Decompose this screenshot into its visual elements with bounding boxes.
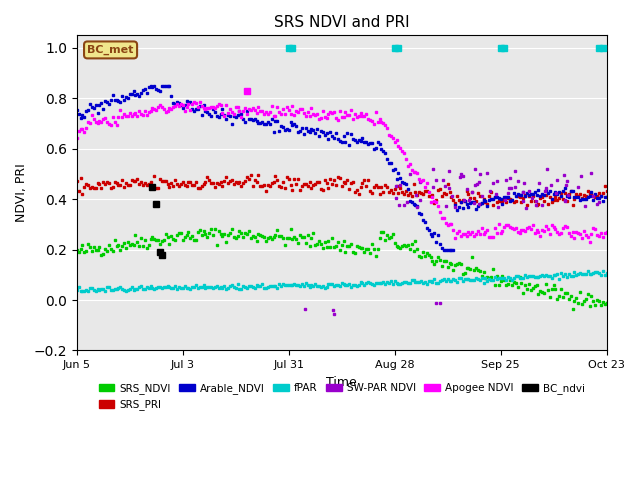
fPAR (223, 286, 230, 292)
Apogee NDVI (540, 228, 548, 234)
Arable_NDVI (605, 194, 612, 200)
Apogee NDVI (380, 120, 387, 126)
SRS_NDVI (73, 247, 81, 253)
BC_ndvi (148, 184, 156, 190)
SW-PAR NDVI (508, 185, 515, 191)
SRS_NDVI (211, 226, 219, 232)
Line: fPAR: fPAR (76, 270, 610, 293)
Line: SRS_NDVI: SRS_NDVI (76, 228, 610, 310)
Arable_NDVI (113, 96, 120, 102)
Apogee NDVI (586, 239, 593, 245)
X-axis label: Time: Time (326, 376, 357, 389)
SRS_PRI (113, 180, 120, 186)
Apogee NDVI (442, 220, 449, 226)
fPAR (101, 288, 109, 294)
Line: BC_ndvi: BC_ndvi (149, 183, 165, 258)
SRS_NDVI (194, 229, 202, 235)
Arable_NDVI (444, 247, 451, 252)
SW-PAR NDVI (522, 205, 530, 211)
SRS_PRI (194, 186, 202, 192)
Arable_NDVI (196, 103, 204, 108)
BC_ndvi (152, 202, 160, 207)
SRS_NDVI (569, 306, 577, 312)
SW-PAR NDVI (416, 197, 424, 203)
Title: SRS NDVI and PRI: SRS NDVI and PRI (274, 15, 410, 30)
Apogee NDVI (190, 99, 198, 105)
Apogee NDVI (223, 103, 230, 108)
BC_ndvi (158, 252, 166, 258)
SW-PAR NDVI (439, 177, 447, 182)
Arable_NDVI (542, 187, 550, 192)
SW-PAR NDVI (429, 166, 437, 172)
SRS_PRI (380, 189, 387, 195)
SRS_PRI (255, 172, 262, 178)
Arable_NDVI (380, 148, 387, 154)
SRS_NDVI (380, 229, 387, 235)
Line: Arable_NDVI: Arable_NDVI (76, 84, 610, 251)
SRS_PRI (569, 203, 577, 208)
Arable_NDVI (440, 247, 448, 252)
Apogee NDVI (605, 228, 612, 234)
SRS_PRI (605, 192, 612, 198)
fPAR (196, 284, 204, 290)
Y-axis label: NDVI, PRI: NDVI, PRI (15, 164, 28, 222)
Line: SW-PAR NDVI: SW-PAR NDVI (304, 168, 600, 315)
SRS_NDVI (605, 299, 612, 304)
SRS_NDVI (540, 290, 548, 296)
fPAR (540, 273, 548, 279)
SW-PAR NDVI (406, 172, 414, 178)
Apogee NDVI (196, 99, 204, 105)
SW-PAR NDVI (436, 300, 444, 305)
SRS_PRI (540, 198, 548, 204)
SRS_NDVI (113, 243, 120, 249)
fPAR (442, 278, 449, 284)
SRS_NDVI (442, 258, 449, 264)
SRS_NDVI (223, 239, 230, 245)
SRS_PRI (73, 178, 81, 183)
Line: Apogee NDVI: Apogee NDVI (76, 100, 610, 243)
Apogee NDVI (113, 122, 120, 128)
Legend: SRS_NDVI, SRS_PRI, Arable_NDVI, fPAR, SW-PAR NDVI, Apogee NDVI, BC_ndvi: SRS_NDVI, SRS_PRI, Arable_NDVI, fPAR, SW… (95, 379, 589, 415)
SRS_PRI (221, 178, 228, 184)
fPAR (115, 286, 122, 291)
fPAR (380, 279, 387, 285)
fPAR (73, 287, 81, 292)
Line: SRS_PRI: SRS_PRI (76, 173, 610, 207)
SW-PAR NDVI (553, 178, 561, 183)
Arable_NDVI (223, 116, 230, 122)
fPAR (584, 268, 591, 274)
Apogee NDVI (73, 135, 81, 141)
SW-PAR NDVI (330, 311, 338, 316)
BC_ndvi (156, 249, 164, 255)
fPAR (605, 271, 612, 277)
Text: BC_met: BC_met (88, 45, 134, 55)
Arable_NDVI (147, 83, 154, 89)
Arable_NDVI (73, 107, 81, 113)
SRS_PRI (442, 192, 449, 197)
